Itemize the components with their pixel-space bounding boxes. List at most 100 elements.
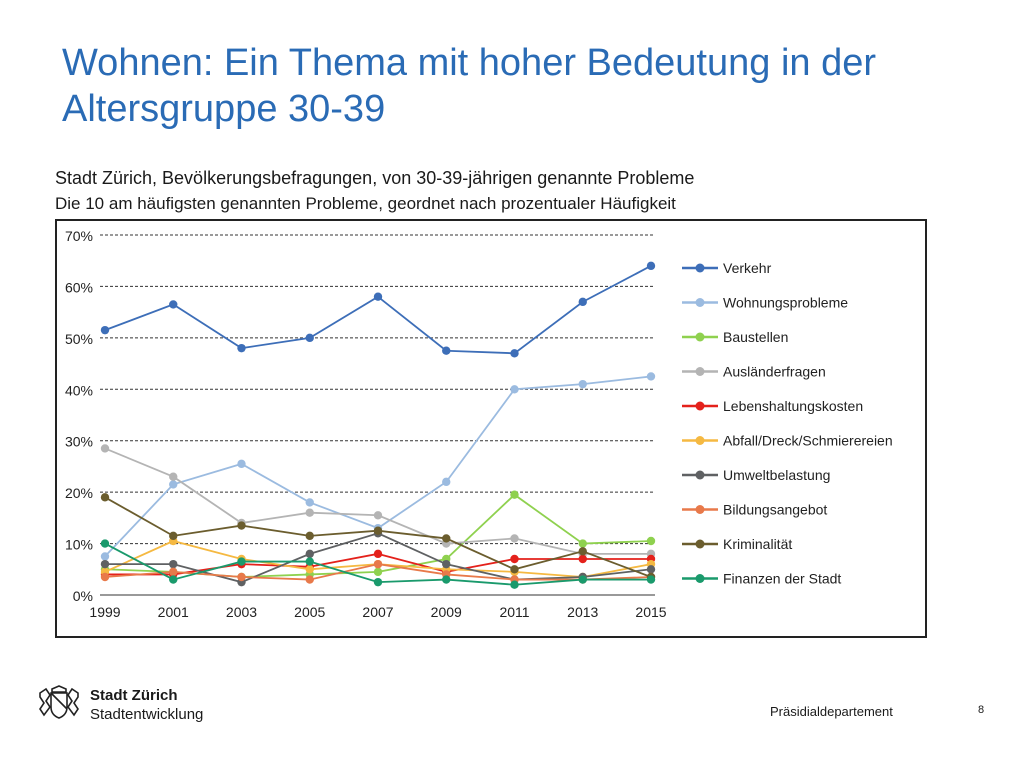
data-point: [100, 444, 110, 453]
x-tick-label: 2013: [567, 604, 598, 620]
data-point: [305, 508, 314, 517]
data-point: [169, 300, 178, 309]
data-point: [169, 559, 178, 569]
data-point: [646, 536, 656, 546]
chart-frame: [55, 219, 927, 638]
data-point: [169, 480, 178, 489]
legend-marker: [695, 470, 705, 480]
legend-marker: [695, 263, 705, 273]
x-tick-label: 2005: [294, 604, 325, 620]
data-point: [305, 498, 314, 507]
legend-marker: [695, 505, 705, 514]
legend-marker: [695, 539, 705, 549]
y-tick-label: 70%: [65, 228, 93, 244]
legend-label: Wohnungsprobleme: [723, 295, 848, 311]
data-point: [100, 559, 110, 569]
data-point: [373, 292, 383, 301]
data-point: [305, 333, 314, 343]
x-tick-label: 2015: [635, 604, 666, 620]
legend-label: Finanzen der Stadt: [723, 571, 841, 587]
x-tick-label: 2003: [226, 604, 257, 620]
data-point: [578, 554, 587, 564]
department-label: Präsidialdepartement: [770, 704, 893, 719]
data-point: [510, 534, 519, 543]
data-point: [305, 575, 314, 584]
line-chart: 0% 10% 20% 30% 40% 50% 60% 70% 1999 2001 2003 2005 2…: [55, 219, 927, 638]
legend-marker: [695, 436, 705, 445]
data-point: [510, 349, 519, 358]
data-point: [646, 372, 656, 381]
y-tick-label: 50%: [65, 331, 93, 347]
chart-subtitle: Die 10 am häufigsten genannten Probleme,…: [55, 194, 676, 213]
data-point: [237, 459, 246, 469]
data-point: [169, 531, 178, 541]
legend-label: Ausländerfragen: [723, 364, 826, 380]
legend-marker: [695, 574, 705, 583]
legend-marker: [695, 367, 705, 376]
x-tick-label: 2001: [158, 604, 189, 620]
legend-label: Abfall/Dreck/Schmierereien: [723, 433, 893, 449]
data-point: [442, 534, 451, 543]
data-point: [100, 493, 110, 502]
data-point: [237, 343, 246, 353]
org-subtitle: Stadtentwicklung: [90, 706, 204, 723]
data-point: [100, 572, 110, 582]
legend-marker: [695, 332, 705, 342]
data-point: [100, 539, 110, 548]
data-point: [442, 477, 451, 487]
y-tick-label: 40%: [65, 382, 93, 398]
y-tick-label: 0%: [73, 588, 93, 604]
data-point: [169, 567, 178, 577]
data-point: [237, 572, 246, 582]
legend-label: Bildungsangebot: [723, 502, 827, 518]
city-coat-of-arms-logo: [39, 685, 79, 719]
data-point: [578, 379, 587, 389]
data-point: [373, 526, 383, 535]
data-point: [373, 567, 383, 577]
data-point: [237, 557, 246, 566]
y-tick-label: 60%: [65, 279, 93, 295]
legend-label: Verkehr: [723, 260, 772, 276]
data-point: [237, 521, 246, 530]
data-point: [305, 565, 314, 574]
legend-marker: [695, 401, 705, 411]
slide-title: Wohnen: Ein Thema mit hoher Bedeutung in…: [62, 42, 876, 130]
org-name: Stadt Zürich: [90, 687, 178, 704]
data-point: [305, 557, 314, 566]
data-point: [305, 531, 314, 541]
data-point: [373, 577, 383, 587]
data-point: [510, 554, 519, 564]
data-point: [578, 575, 587, 584]
data-point: [442, 575, 451, 584]
y-tick-label: 20%: [65, 485, 93, 501]
data-point: [442, 559, 451, 569]
page-number: 8: [978, 704, 985, 716]
data-point: [100, 325, 110, 335]
data-point: [373, 511, 383, 520]
data-point: [510, 580, 519, 589]
x-tick-label: 2009: [431, 604, 462, 620]
data-point: [646, 261, 656, 271]
chart-title: Stadt Zürich, Bevölkerungsbefragungen, v…: [55, 168, 695, 188]
data-point: [373, 549, 383, 559]
data-point: [578, 539, 587, 548]
x-tick-label: 2011: [499, 604, 529, 620]
y-tick-label: 10%: [65, 537, 93, 553]
data-point: [646, 575, 656, 584]
data-point: [578, 297, 587, 307]
x-tick-label: 2007: [362, 604, 393, 620]
legend-label: Lebenshaltungskosten: [723, 398, 863, 414]
data-point: [646, 565, 656, 574]
legend-label: Baustellen: [723, 329, 788, 345]
y-tick-label: 30%: [65, 434, 93, 450]
data-point: [169, 575, 178, 584]
legend-label: Umweltbelastung: [723, 467, 830, 483]
data-point: [510, 490, 519, 499]
data-point: [510, 565, 519, 574]
legend-marker: [695, 298, 705, 307]
data-point: [169, 472, 178, 481]
legend-label: Kriminalität: [723, 536, 792, 552]
data-point: [305, 549, 314, 559]
data-point: [100, 552, 110, 561]
data-point: [442, 346, 451, 355]
